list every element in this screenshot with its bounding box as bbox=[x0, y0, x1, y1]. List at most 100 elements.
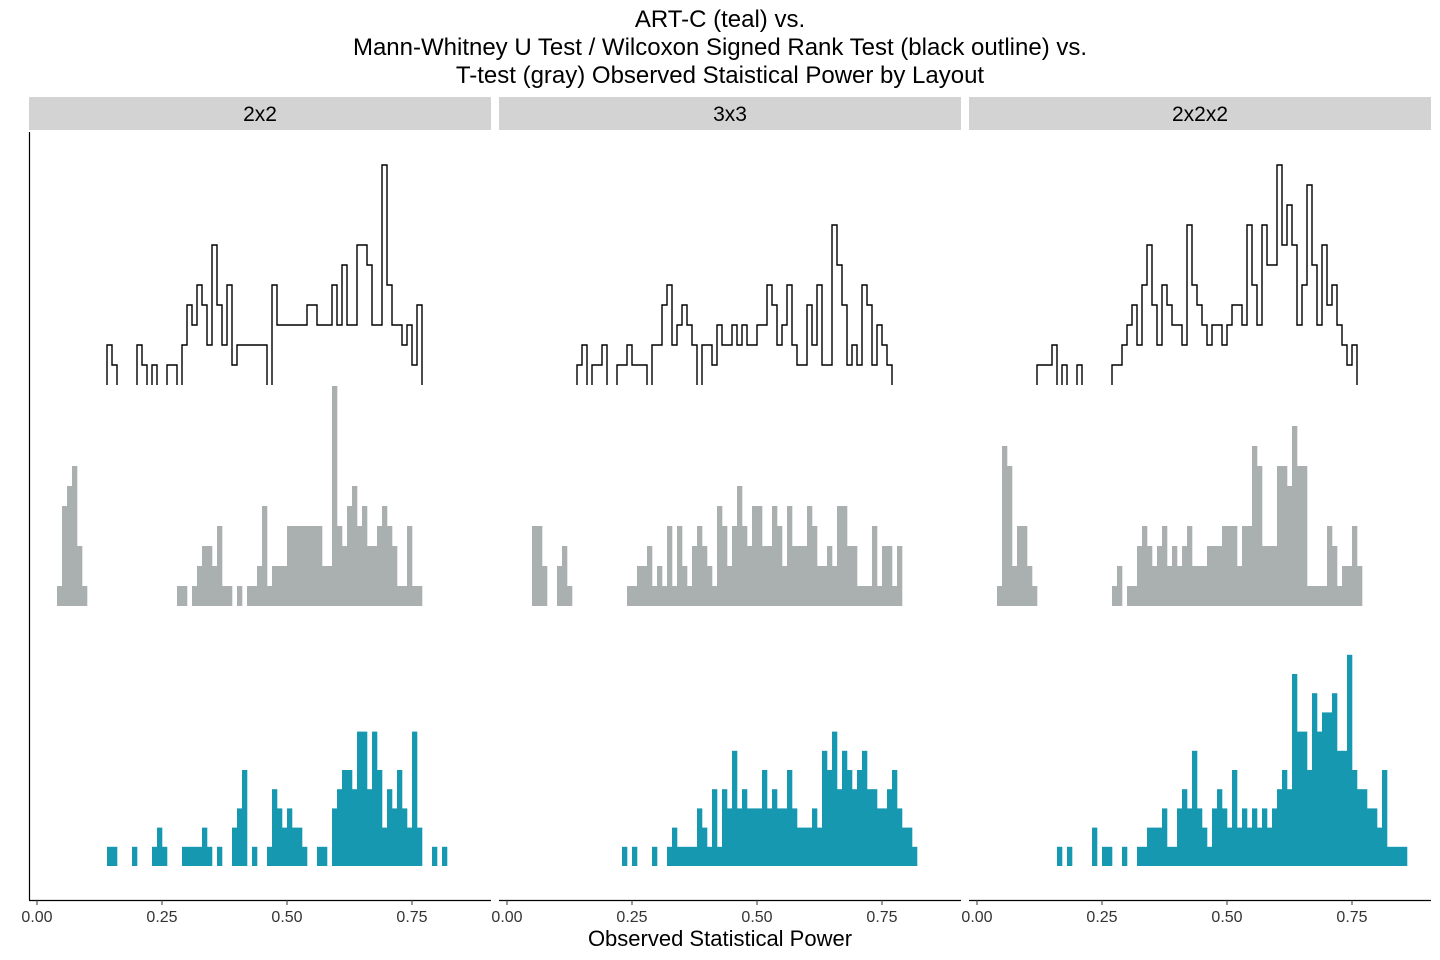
panel-2x2-mann-whitney-wilcoxon-bin bbox=[302, 325, 307, 385]
panel-2x2x2-art-c-bar bbox=[1292, 674, 1298, 866]
panel-2x2x2-t-test-bar bbox=[1187, 526, 1193, 606]
panel-3x3-mann-whitney-wilcoxon-bin bbox=[852, 345, 857, 385]
panel-3x3-art-c-bar bbox=[772, 789, 778, 866]
panel-2x2x2-art-c-bar bbox=[1067, 846, 1073, 866]
panel-2x2x2-mann-whitney-wilcoxon-bin bbox=[1172, 325, 1177, 385]
panel-2x2x2-art-c-bar bbox=[1282, 770, 1288, 866]
panel-3x3-t-test-bar bbox=[647, 546, 653, 606]
panel-2x2x2-art-c-bar bbox=[1167, 846, 1173, 866]
panel-3x3-art-c-bar bbox=[862, 750, 868, 866]
panel-2x2x2-art-c-bar bbox=[1267, 827, 1273, 866]
panel-2x2x2-mann-whitney-wilcoxon-bin bbox=[1127, 325, 1132, 385]
panel-3x3-t-test-bar bbox=[807, 506, 813, 606]
panel-3x3-art-c-bar bbox=[827, 770, 833, 866]
panel-2x2-art-c-bar bbox=[182, 846, 188, 866]
panel-2x2x2-t-test-bar bbox=[1327, 526, 1333, 606]
panel-2x2x2-mann-whitney-wilcoxon-bin bbox=[1187, 225, 1192, 385]
panel-2x2x2-strip bbox=[969, 97, 1431, 130]
panel-3x3-mann-whitney-wilcoxon-bin bbox=[817, 285, 822, 385]
panel-3x3-mann-whitney-wilcoxon-bin bbox=[652, 345, 657, 385]
panel-2x2-art-c-bar bbox=[442, 846, 448, 866]
panel-2x2-mann-whitney-wilcoxon-bin bbox=[387, 285, 392, 385]
panel-2x2x2-mann-whitney-wilcoxon-bin bbox=[1142, 285, 1147, 385]
panel-2x2x2-t-test-bar bbox=[1307, 586, 1313, 606]
panel-2x2-mann-whitney-wilcoxon-bin bbox=[342, 265, 347, 385]
panel-2x2-mann-whitney-wilcoxon-bin bbox=[367, 265, 372, 385]
panel-2x2-art-c-bar bbox=[432, 846, 438, 866]
panel-2x2-mann-whitney-wilcoxon-bin bbox=[282, 325, 287, 385]
panel-2x2x2-mann-whitney-wilcoxon-bin bbox=[1192, 285, 1197, 385]
panel-2x2x2-art-c-bar bbox=[1312, 693, 1318, 866]
panel-2x2-art-c-bar bbox=[402, 808, 408, 866]
panel-3x3-mann-whitney-wilcoxon-bin bbox=[812, 345, 817, 385]
panel-3x3-mann-whitney-wilcoxon-bin bbox=[737, 345, 742, 385]
panel-2x2x2-art-c-bar bbox=[1362, 789, 1368, 866]
panel-2x2x2-art-c-bar bbox=[1307, 770, 1313, 866]
panel-3x3-mann-whitney-wilcoxon-bin bbox=[862, 285, 867, 385]
panel-2x2-t-test-bar bbox=[307, 526, 313, 606]
panel-2x2-x-tick-label: 0.75 bbox=[396, 909, 427, 926]
panel-2x2x2-t-test-bar bbox=[1202, 566, 1208, 606]
panel-2x2x2-t-test-bar bbox=[1247, 526, 1253, 606]
panel-2x2x2-mann-whitney-wilcoxon-bin bbox=[1257, 325, 1262, 385]
panel-3x3-mann-whitney-wilcoxon-bin bbox=[797, 365, 802, 385]
panel-3x3-art-c-bar bbox=[622, 846, 628, 866]
panel-3x3-t-test-bar bbox=[822, 566, 828, 606]
panel-2x2x2-mann-whitney-wilcoxon-bin bbox=[1312, 265, 1317, 385]
panel-2x2x2-mann-whitney-wilcoxon-bin bbox=[1292, 245, 1297, 385]
panel-3x3-mann-whitney-wilcoxon-bin bbox=[762, 325, 767, 385]
panel-2x2-art-c-bar bbox=[237, 808, 243, 866]
panel-2x2-x-tick-label: 0.00 bbox=[21, 909, 52, 926]
panel-2x2-mann-whitney-wilcoxon-bin bbox=[297, 325, 302, 385]
panel-2x2x2-art-c-bar bbox=[1177, 808, 1183, 866]
panel-2x2x2-art-c-bar bbox=[1207, 846, 1213, 866]
panel-2x2x2-t-test-bar bbox=[1267, 546, 1273, 606]
panel-3x3-t-test-bar bbox=[832, 566, 838, 606]
panel-2x2x2-t-test-bar bbox=[1257, 466, 1263, 606]
panel-2x2x2-art-c-bar bbox=[1242, 808, 1248, 866]
panel-3x3-x-tick-label: 0.50 bbox=[741, 909, 772, 926]
panel-3x3-t-test-bar bbox=[682, 566, 688, 606]
panel-2x2x2-t-test-bar bbox=[1112, 586, 1118, 606]
panel-2x2x2-mann-whitney-wilcoxon-bin bbox=[1177, 325, 1182, 385]
panel-3x3-mann-whitney-wilcoxon-bin bbox=[767, 285, 772, 385]
panel-2x2x2-t-test-bar bbox=[1117, 566, 1123, 606]
panel-3x3-mann-whitney-wilcoxon-bin bbox=[682, 305, 687, 385]
panel-2x2x2-t-test-bar bbox=[1142, 526, 1148, 606]
panel-2x2-mann-whitney-wilcoxon-bin bbox=[322, 325, 327, 385]
panel-2x2x2-t-test-bar bbox=[1252, 446, 1258, 606]
panel-2x2-mann-whitney-wilcoxon-bin bbox=[382, 165, 387, 385]
panel-2x2-art-c-bar bbox=[412, 731, 418, 866]
panel-2x2x2-t-test-bar bbox=[1022, 526, 1028, 606]
panel-2x2x2-t-test-bar bbox=[1192, 566, 1198, 606]
panel-2x2-mann-whitney-wilcoxon-bin bbox=[242, 345, 247, 385]
panel-2x2-art-c-bar bbox=[392, 808, 398, 866]
panel-2x2-t-test-bar bbox=[177, 586, 183, 606]
panel-3x3-t-test-bar bbox=[877, 586, 883, 606]
panel-3x3-t-test-bar bbox=[632, 586, 638, 606]
panel-2x2x2-mann-whitney-wilcoxon-bin bbox=[1212, 325, 1217, 385]
panel-2x2-t-test-bar bbox=[337, 526, 343, 606]
panel-2x2-t-test-bar bbox=[377, 526, 383, 606]
panel-2x2x2-art-c-bar bbox=[1162, 808, 1168, 866]
panel-2x2-mann-whitney-wilcoxon-bin bbox=[232, 365, 237, 385]
panel-2x2-mann-whitney-wilcoxon-bin bbox=[327, 325, 332, 385]
panel-2x2x2-t-test-bar bbox=[1242, 526, 1248, 606]
panel-2x2x2-mann-whitney-wilcoxon-bin bbox=[1217, 325, 1222, 385]
panel-3x3-x-tick-label: 0.75 bbox=[866, 909, 897, 926]
panel-2x2x2-art-c-bar bbox=[1337, 750, 1343, 866]
panel-2x2x2-art-c-bar bbox=[1222, 808, 1228, 866]
panel-3x3-mann-whitney-wilcoxon-bin bbox=[637, 365, 642, 385]
panel-3x3-mann-whitney-wilcoxon-bin bbox=[707, 345, 712, 385]
panel-3x3-t-test-bar bbox=[827, 546, 833, 606]
panel-2x2-t-test-bar bbox=[367, 546, 373, 606]
panel-2x2-t-test-bar bbox=[382, 506, 388, 606]
panel-2x2x2-art-c-bar bbox=[1182, 789, 1188, 866]
panel-2x2-art-c-bar bbox=[107, 846, 113, 866]
panel-2x2-strip-label: 2x2 bbox=[243, 103, 277, 126]
panel-3x3-art-c-bar bbox=[802, 827, 808, 866]
panel-2x2x2-t-test-bar bbox=[1237, 566, 1243, 606]
panel-2x2-mann-whitney-wilcoxon-bin bbox=[137, 345, 142, 385]
panel-3x3-art-c-bar bbox=[882, 808, 888, 866]
panel-3x3-t-test-bar bbox=[772, 506, 778, 606]
